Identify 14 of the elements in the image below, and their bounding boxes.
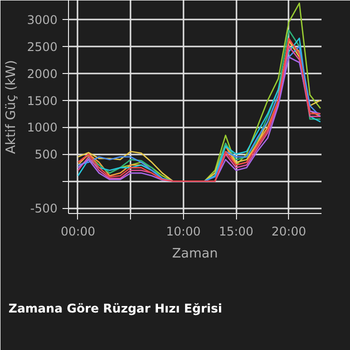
y-tick-label: 500 [34, 148, 58, 162]
x-tick-label: 15:00 [218, 224, 254, 238]
x-tick-label: 20:00 [272, 224, 306, 238]
y-tick-label: 2500 [26, 40, 58, 54]
x-tick-label: 00:00 [60, 224, 96, 238]
y-tick-label: 1500 [26, 94, 58, 108]
x-tick-label: 10:00 [166, 224, 201, 238]
y-tick-label: -500 [30, 202, 58, 216]
y-tick-label: 1000 [26, 120, 58, 135]
text: Zamana Göre Rüzgar Hızı Eğrisi [8, 302, 222, 316]
x-axis-title: Zaman [172, 246, 218, 262]
y-tick-label: 2000 [26, 66, 58, 81]
y-tick-label: 3000 [26, 12, 58, 27]
y-axis-title: Aktif Güç (kW) [4, 60, 19, 154]
